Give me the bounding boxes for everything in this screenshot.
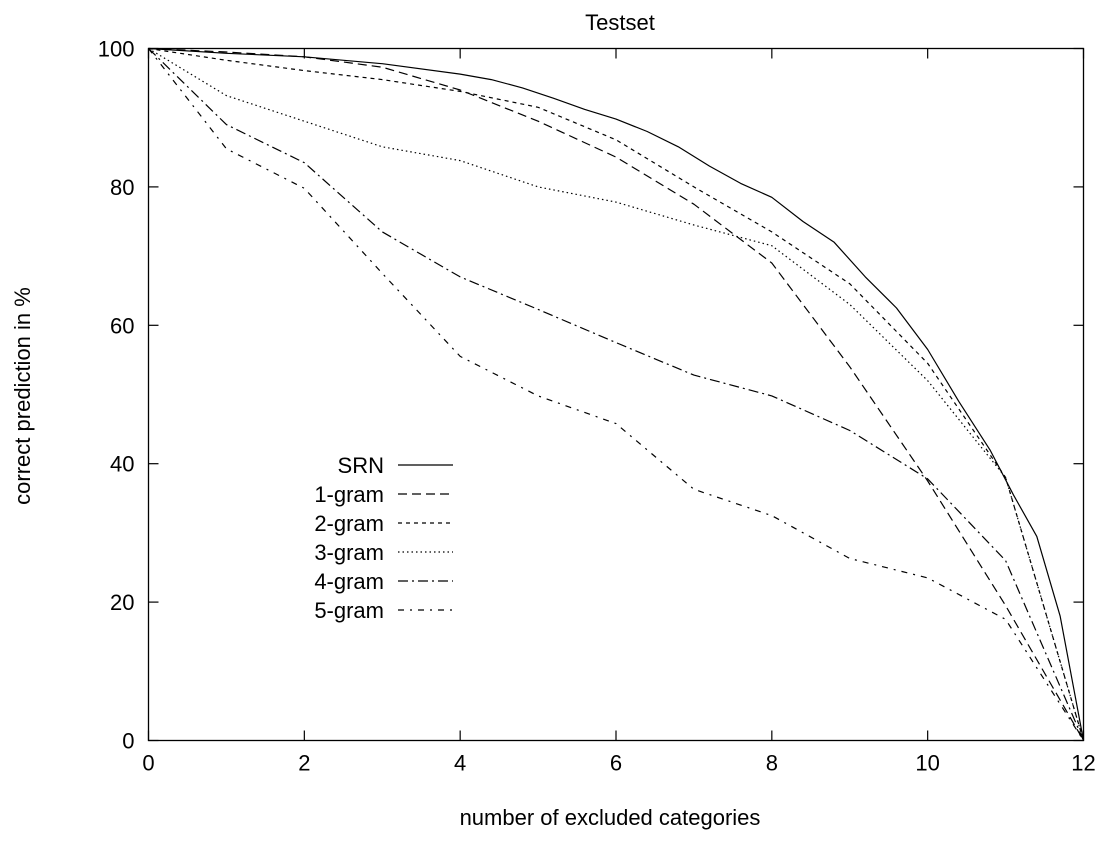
series-line-srn <box>148 47 1085 741</box>
x-tick-label: 8 <box>766 751 778 776</box>
legend-label-5-gram: 5-gram <box>314 598 384 623</box>
legend-label-3-gram: 3-gram <box>314 540 384 565</box>
series-lines <box>148 47 1085 741</box>
x-tick-label: 6 <box>610 751 622 776</box>
legend-label-srn: SRN <box>338 453 384 478</box>
legend: SRN 1-gram 2-gram 3-gram 4-gram 5-gram <box>314 453 453 623</box>
y-tick-label: 100 <box>98 37 135 62</box>
y-tick-label: 60 <box>110 313 134 338</box>
series-line-3-gram <box>148 47 1085 741</box>
y-tick-label: 40 <box>110 452 134 477</box>
y-tick-label: 20 <box>110 590 134 615</box>
y-axis-label: correct prediction in % <box>10 287 35 505</box>
plot-frame <box>147 47 1085 742</box>
legend-label-2-gram: 2-gram <box>314 511 384 536</box>
x-axis-label: number of excluded categories <box>460 805 761 830</box>
x-tick-label: 2 <box>298 751 310 776</box>
axis-ticks: 0 2 4 6 8 10 12 0 20 40 60 80 100 <box>98 37 1096 776</box>
legend-label-1-gram: 1-gram <box>314 482 384 507</box>
series-line-2-gram <box>148 47 1085 741</box>
y-tick-label: 80 <box>110 175 134 200</box>
series-line-5-gram <box>148 48 1085 741</box>
legend-label-4-gram: 4-gram <box>314 569 384 594</box>
chart-title: Testset <box>585 10 655 35</box>
x-tick-label: 12 <box>1071 751 1095 776</box>
series-line-4-gram <box>148 48 1085 741</box>
x-tick-label: 4 <box>454 751 466 776</box>
x-tick-label: 0 <box>142 751 154 776</box>
x-tick-label: 10 <box>915 751 939 776</box>
series-line-1-gram <box>148 47 1085 741</box>
y-tick-label: 0 <box>122 729 134 754</box>
